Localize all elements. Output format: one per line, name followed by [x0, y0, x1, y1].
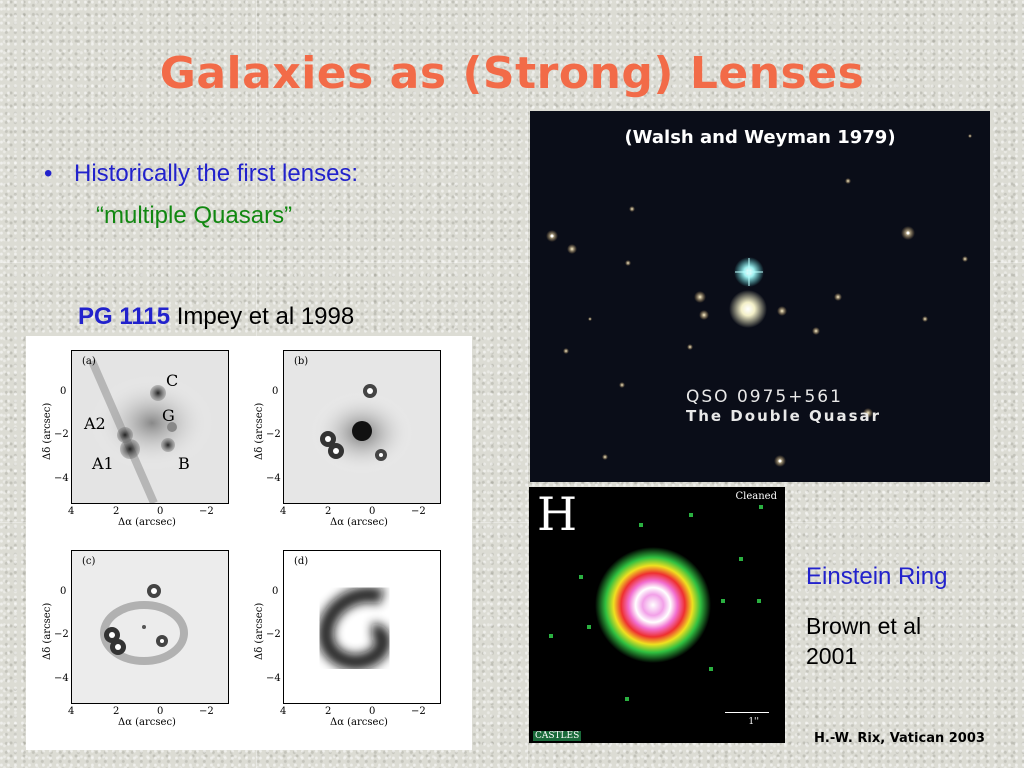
- background-seam: [527, 0, 528, 768]
- xtick: 2: [113, 706, 120, 717]
- x-axis-label: Δα (arcsec): [330, 517, 388, 528]
- component-g: G: [162, 406, 175, 425]
- ytick: −2: [54, 429, 69, 440]
- xtick: 4: [280, 506, 287, 517]
- xtick: −2: [199, 706, 214, 717]
- slide-title: Galaxies as (Strong) Lenses: [159, 48, 865, 99]
- bullet-marker: •: [44, 160, 53, 187]
- panel-a-plot: [71, 350, 229, 504]
- y-axis-label: Δδ (arcsec): [254, 402, 265, 460]
- background-seam: [0, 522, 1024, 523]
- ytick: −2: [266, 429, 281, 440]
- ytick: 0: [272, 586, 279, 597]
- ring-band-label: H: [537, 487, 578, 541]
- ring-render: [549, 505, 763, 701]
- x-axis-label: Δα (arcsec): [118, 717, 176, 728]
- y-axis-label: Δδ (arcsec): [42, 402, 53, 460]
- x-axis-label: Δα (arcsec): [330, 717, 388, 728]
- double-quasar-image: (Walsh and Weyman 1979) QSO 0975+561 The…: [530, 111, 990, 482]
- xtick: 4: [68, 706, 75, 717]
- einstein-ring-image: H Cleaned 1'' CASTLES: [529, 487, 785, 743]
- pg1115-name: PG 1115: [78, 303, 171, 330]
- xtick: 0: [157, 706, 164, 717]
- pg1115-reference: PG 1115 Impey et al 1998: [78, 303, 354, 331]
- ytick: 0: [60, 386, 67, 397]
- xtick: −2: [411, 706, 426, 717]
- panel-b-plot: [283, 350, 441, 504]
- ring-scale-bar: [725, 712, 769, 713]
- panel-a-label: (a): [82, 356, 96, 367]
- bullet-text: Historically the first lenses:: [74, 160, 359, 187]
- xtick: −2: [411, 506, 426, 517]
- ytick: 0: [60, 586, 67, 597]
- panel-c-label: (c): [82, 556, 96, 567]
- component-a1: A1: [92, 454, 114, 473]
- background-seam: [0, 262, 1024, 263]
- x-axis-label: Δα (arcsec): [118, 517, 176, 528]
- ytick: −4: [54, 473, 69, 484]
- ytick: −2: [266, 629, 281, 640]
- quasar-image-b: [729, 290, 767, 328]
- xtick: 0: [157, 506, 164, 517]
- component-a2: A2: [84, 414, 106, 433]
- ytick: −4: [266, 673, 281, 684]
- ytick: 0: [272, 386, 279, 397]
- quasar-caption: (Walsh and Weyman 1979): [624, 127, 896, 148]
- ring-source-label: CASTLES: [533, 731, 582, 741]
- pg1115-figure: (a) C G A2 A1 B 0 −2 −4 Δδ (arcsec) 4 2 …: [26, 336, 472, 750]
- component-c: C: [166, 371, 179, 390]
- y-axis-label: Δδ (arcsec): [254, 602, 265, 660]
- ring-status-label: Cleaned: [735, 491, 778, 502]
- einstein-ring-citation: Brown et al 2001: [806, 613, 922, 669]
- xtick: 4: [68, 506, 75, 517]
- bullet-item: • Historically the first lenses:: [44, 160, 358, 188]
- xtick: 2: [325, 506, 332, 517]
- panel-b-label: (b): [294, 356, 309, 367]
- xtick: 2: [113, 506, 120, 517]
- panel-d-plot: [283, 550, 441, 704]
- quasar-label-desc: The Double Quasar: [686, 407, 882, 425]
- ytick: −4: [266, 473, 281, 484]
- ytick: −2: [54, 629, 69, 640]
- pg1115-citation: Impey et al 1998: [176, 303, 355, 330]
- xtick: 2: [325, 706, 332, 717]
- xtick: 0: [369, 706, 376, 717]
- component-b: B: [178, 454, 190, 473]
- ytick: −4: [54, 673, 69, 684]
- xtick: −2: [199, 506, 214, 517]
- xtick: 0: [369, 506, 376, 517]
- bullet-subtext: “multiple Quasars”: [96, 202, 293, 229]
- panel-c-plot: [71, 550, 229, 704]
- einstein-ring-title: Einstein Ring: [806, 563, 948, 590]
- quasar-label-name: QSO 0975+561: [686, 387, 843, 407]
- ring-scale-label: 1'': [748, 717, 759, 727]
- star-field: [546, 134, 972, 467]
- y-axis-label: Δδ (arcsec): [42, 602, 53, 660]
- footer-credit: H.-W. Rix, Vatican 2003: [814, 731, 985, 746]
- xtick: 4: [280, 706, 287, 717]
- panel-d-label: (d): [294, 556, 309, 567]
